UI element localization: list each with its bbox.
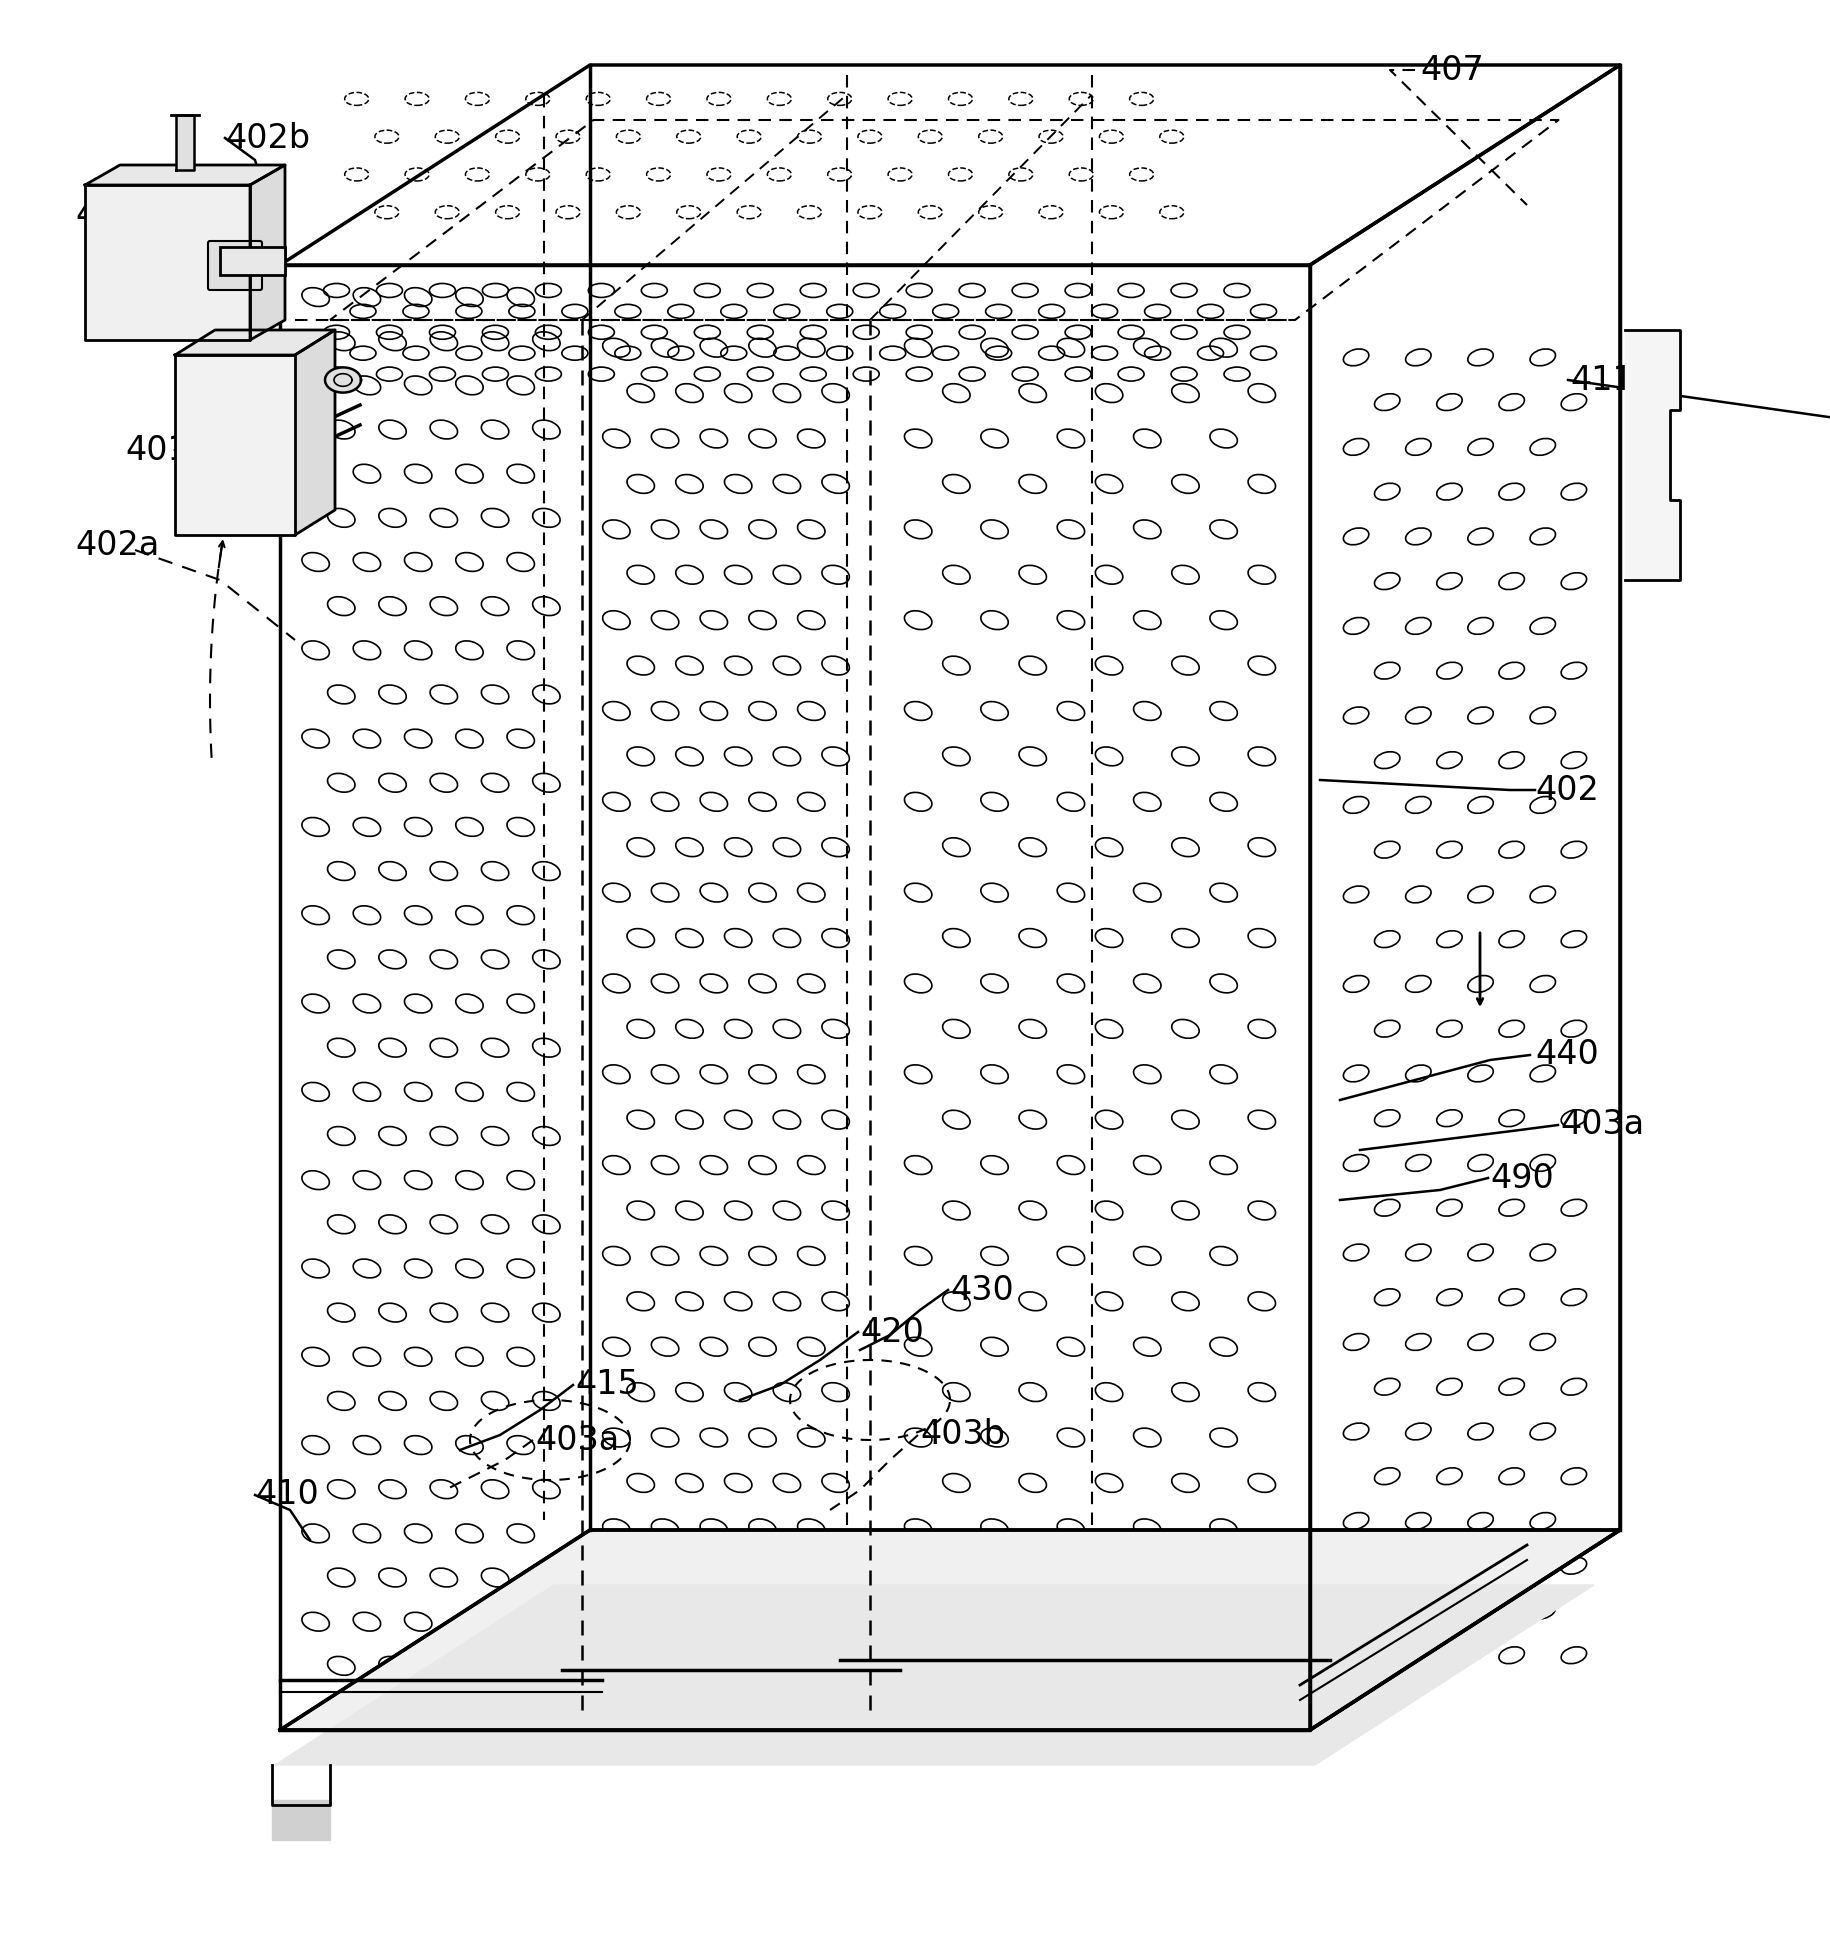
Text: 401b: 401b: [124, 434, 210, 467]
Text: 402a: 402a: [75, 529, 159, 562]
Text: 411: 411: [1570, 364, 1634, 397]
Polygon shape: [176, 356, 295, 535]
Text: 407: 407: [1420, 54, 1484, 86]
Polygon shape: [251, 165, 285, 340]
Text: 420: 420: [860, 1315, 924, 1348]
Polygon shape: [295, 331, 335, 535]
Polygon shape: [326, 368, 361, 393]
Polygon shape: [1625, 331, 1680, 580]
Text: 403a: 403a: [534, 1424, 619, 1457]
Text: 410: 410: [254, 1478, 318, 1511]
Text: 403b: 403b: [920, 1418, 1005, 1451]
Text: 430: 430: [950, 1274, 1014, 1307]
Polygon shape: [84, 165, 285, 185]
Polygon shape: [84, 185, 251, 340]
Text: 401a: 401a: [75, 198, 159, 231]
Text: 402: 402: [1535, 774, 1599, 807]
Polygon shape: [274, 1585, 1594, 1764]
FancyBboxPatch shape: [209, 241, 262, 290]
FancyBboxPatch shape: [220, 247, 285, 274]
Polygon shape: [176, 115, 194, 169]
Text: 402b: 402b: [225, 121, 309, 154]
Polygon shape: [176, 331, 335, 356]
Text: 415: 415: [575, 1369, 639, 1402]
Text: 490: 490: [1490, 1161, 1554, 1194]
Text: 403a: 403a: [1559, 1109, 1643, 1142]
Text: 440: 440: [1535, 1039, 1599, 1072]
Polygon shape: [280, 1531, 1620, 1729]
